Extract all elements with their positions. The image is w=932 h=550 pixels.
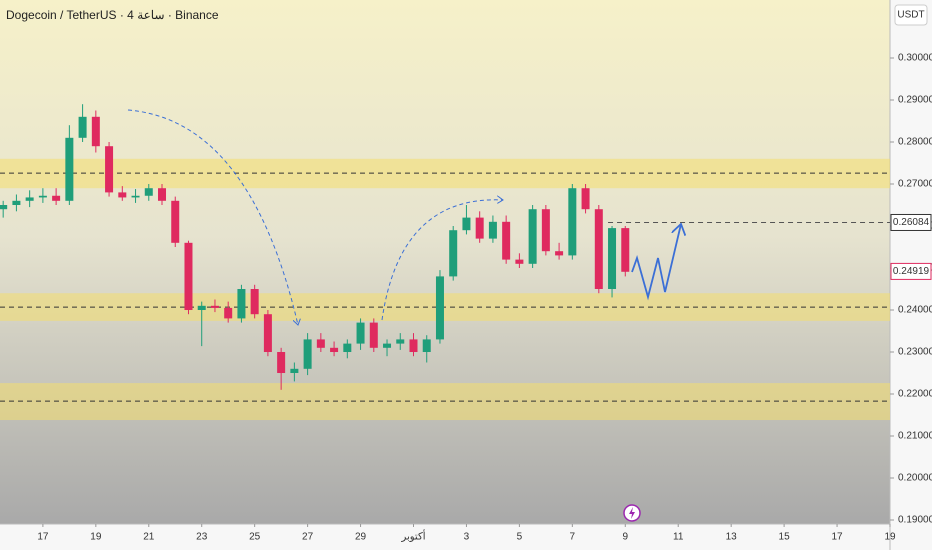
y-tick-label: 0.23000 — [898, 347, 932, 358]
price-marker-label: 0.24919 — [893, 266, 930, 277]
y-tick-label: 0.29000 — [898, 95, 932, 106]
price-marker — [890, 213, 932, 231]
plot-background — [0, 0, 890, 524]
candle-body — [396, 339, 405, 344]
candle-body — [197, 305, 206, 311]
candle-body — [515, 259, 524, 264]
candle-body — [330, 347, 339, 353]
candle-body — [184, 242, 193, 311]
candle-body — [383, 343, 392, 348]
candle-body — [462, 217, 471, 231]
candle-body — [369, 322, 378, 348]
x-tick-label: 17 — [37, 532, 49, 543]
candle-body — [171, 200, 180, 243]
candle-body — [118, 192, 127, 198]
candle-body — [343, 343, 352, 353]
price-marker — [890, 262, 932, 280]
y-tick-label: 0.19000 — [898, 515, 932, 526]
candle-body — [422, 339, 431, 353]
chart-title: Dogecoin / TetherUS · 4 ساعة · Binance — [6, 8, 219, 22]
candle-body — [621, 228, 630, 272]
time-axis — [0, 524, 890, 550]
candle-body — [277, 352, 286, 374]
candle-body — [237, 289, 246, 319]
candle-body — [608, 228, 617, 290]
y-tick-label: 0.21000 — [898, 431, 932, 442]
candle-body — [131, 195, 140, 198]
candle-body — [581, 188, 590, 210]
candle-body — [12, 200, 21, 206]
candle-body — [475, 217, 484, 239]
candle-body — [409, 339, 418, 353]
candle-body — [263, 314, 272, 353]
candle-body — [224, 307, 233, 319]
candle-body — [52, 195, 61, 201]
x-tick-label: 17 — [831, 532, 843, 543]
currency: USDT — [897, 10, 924, 21]
candle-body — [568, 188, 577, 256]
x-tick-label: 9 — [622, 532, 628, 543]
x-tick-label: 23 — [196, 532, 208, 543]
y-tick-label: 0.24000 — [898, 305, 932, 316]
x-tick-label: 25 — [249, 532, 261, 543]
x-tick-label: 21 — [143, 532, 155, 543]
arrow — [127, 109, 298, 325]
x-tick-label: 13 — [726, 532, 738, 543]
candle-body — [25, 197, 34, 201]
candle-body — [158, 188, 167, 201]
y-tick-label: 0.22000 — [898, 389, 932, 400]
y-tick-label: 0.28000 — [898, 137, 932, 148]
x-tick-label: 15 — [779, 532, 791, 543]
y-tick-label: 0.20000 — [898, 473, 932, 484]
candle-body — [91, 116, 100, 147]
candle-body — [0, 205, 8, 210]
event-icon — [629, 507, 635, 519]
candle-body — [435, 276, 444, 340]
arrow — [381, 200, 503, 321]
candle-body — [250, 289, 259, 315]
candle-body — [78, 116, 87, 138]
x-tick-label: 27 — [302, 532, 314, 543]
candle-body — [316, 339, 325, 348]
candle-body — [488, 221, 497, 239]
candle-body — [541, 209, 550, 252]
x-tick-label: 7 — [570, 532, 576, 543]
candle-body — [356, 322, 365, 344]
candle-body — [449, 230, 458, 277]
x-tick-label: 19 — [90, 532, 102, 543]
candle-body — [210, 305, 219, 308]
candle-body — [38, 195, 47, 198]
y-tick-label: 0.27000 — [898, 179, 932, 190]
candle-body — [502, 221, 511, 260]
x-tick-label: 3 — [464, 532, 470, 543]
currency-badge[interactable] — [894, 4, 928, 26]
price-marker-label: 0.26084 — [893, 217, 930, 228]
x-tick-label: 11 — [673, 532, 684, 543]
x-tick-label: 19 — [884, 532, 896, 543]
y-tick-label: 0.30000 — [898, 53, 932, 64]
candle-body — [144, 188, 153, 196]
x-tick-label: أكتوبر — [400, 530, 425, 543]
x-tick-label: 5 — [517, 532, 523, 543]
candle-body — [528, 209, 537, 264]
candle-body — [105, 146, 114, 193]
candle-body — [65, 137, 74, 201]
candle-body — [594, 209, 603, 290]
projection — [631, 224, 681, 301]
candle-body — [290, 368, 299, 374]
candle-body — [555, 251, 564, 256]
candle-body — [303, 339, 312, 369]
x-tick-label: 29 — [355, 532, 367, 543]
